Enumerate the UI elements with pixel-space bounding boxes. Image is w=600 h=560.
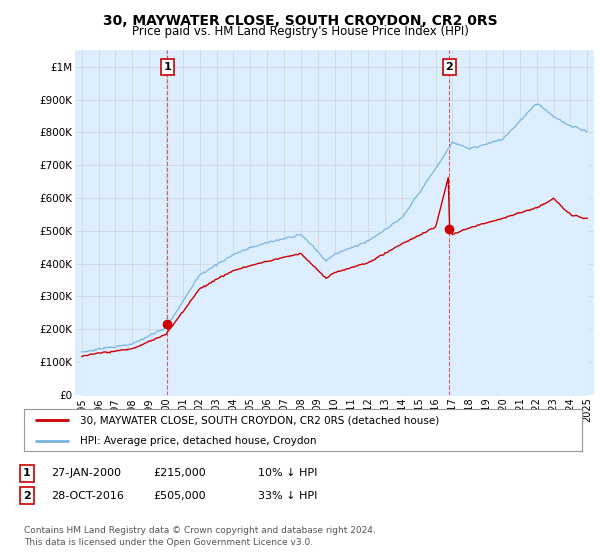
Text: 27-JAN-2000: 27-JAN-2000 [51, 468, 121, 478]
Text: 10% ↓ HPI: 10% ↓ HPI [258, 468, 317, 478]
Text: 2: 2 [446, 62, 453, 72]
Text: 33% ↓ HPI: 33% ↓ HPI [258, 491, 317, 501]
Text: £215,000: £215,000 [153, 468, 206, 478]
Text: Contains HM Land Registry data © Crown copyright and database right 2024.: Contains HM Land Registry data © Crown c… [24, 526, 376, 535]
Text: 30, MAYWATER CLOSE, SOUTH CROYDON, CR2 0RS: 30, MAYWATER CLOSE, SOUTH CROYDON, CR2 0… [103, 14, 497, 28]
Text: 1: 1 [23, 468, 31, 478]
Text: 30, MAYWATER CLOSE, SOUTH CROYDON, CR2 0RS (detached house): 30, MAYWATER CLOSE, SOUTH CROYDON, CR2 0… [80, 415, 439, 425]
Text: 1: 1 [163, 62, 171, 72]
Text: £505,000: £505,000 [153, 491, 206, 501]
Text: Price paid vs. HM Land Registry's House Price Index (HPI): Price paid vs. HM Land Registry's House … [131, 25, 469, 38]
Text: 28-OCT-2016: 28-OCT-2016 [51, 491, 124, 501]
Text: This data is licensed under the Open Government Licence v3.0.: This data is licensed under the Open Gov… [24, 538, 313, 547]
Text: HPI: Average price, detached house, Croydon: HPI: Average price, detached house, Croy… [80, 436, 316, 446]
Text: 2: 2 [23, 491, 31, 501]
